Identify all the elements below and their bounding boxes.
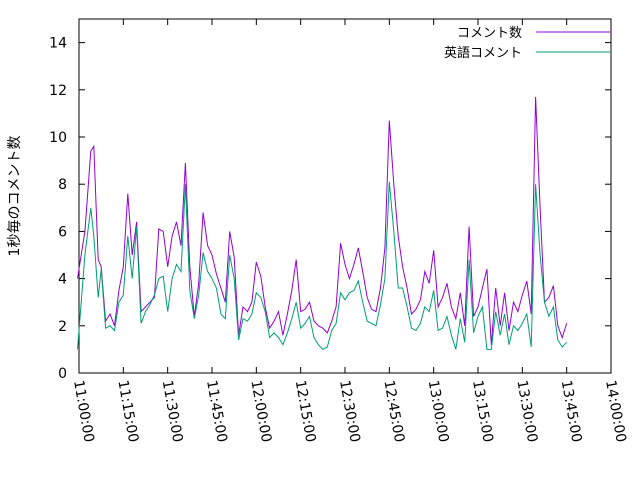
plot-border bbox=[78, 18, 612, 374]
x-tick-label: 11:00:00 bbox=[70, 379, 97, 444]
y-axis: 0 2 4 6 8 10 12 14 bbox=[49, 36, 611, 382]
x-tick-label: 12:00:00 bbox=[247, 379, 274, 444]
x-tick-label: 12:15:00 bbox=[292, 379, 319, 444]
series-line-2 bbox=[77, 181, 568, 351]
series-line-1 bbox=[77, 96, 568, 345]
x-tick-label: 11:45:00 bbox=[203, 379, 230, 444]
x-tick-label: 11:30:00 bbox=[159, 379, 186, 444]
x-axis: 11:00:00 11:15:00 11:30:00 11:45:00 12:00:00… bbox=[70, 19, 629, 444]
x-tick-label: 13:15:00 bbox=[469, 379, 496, 444]
x-tick-label: 13:30:00 bbox=[513, 379, 540, 444]
x-tick-label: 12:30:00 bbox=[336, 379, 363, 444]
legend-label-1: コメント数 bbox=[457, 26, 522, 41]
y-tick-label: 2 bbox=[58, 319, 67, 335]
legend-label-2: 英語コメント bbox=[444, 45, 522, 61]
x-tick-label: 13:00:00 bbox=[425, 379, 452, 444]
x-tick-label: 14:00:00 bbox=[602, 379, 629, 444]
y-tick-label: 12 bbox=[49, 83, 67, 99]
x-tick-label: 11:15:00 bbox=[114, 379, 141, 444]
x-tick-label: 13:45:00 bbox=[558, 379, 585, 444]
y-axis-title: 1秒毎のコメント数 bbox=[7, 136, 23, 257]
y-tick-label: 0 bbox=[58, 366, 67, 382]
y-tick-label: 8 bbox=[58, 177, 67, 193]
y-tick-label: 6 bbox=[58, 224, 67, 240]
plot-frame bbox=[78, 18, 612, 374]
x-tick-label: 12:45:00 bbox=[380, 379, 407, 444]
y-tick-label: 10 bbox=[49, 130, 67, 146]
y-tick-label: 4 bbox=[58, 272, 67, 288]
y-tick-label: 14 bbox=[49, 36, 67, 52]
series-lines bbox=[77, 96, 568, 351]
